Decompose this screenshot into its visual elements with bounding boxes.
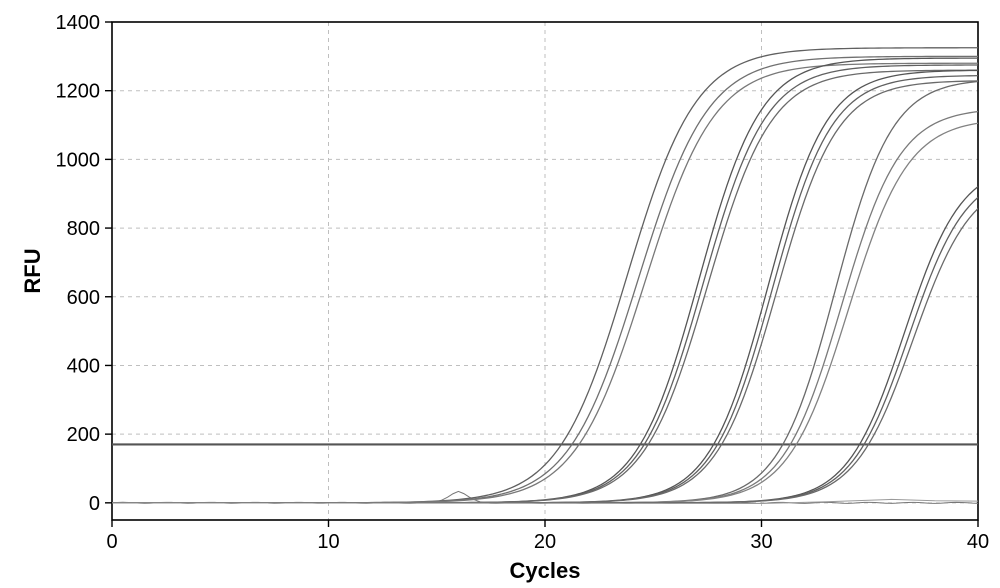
y-tick-label: 800	[67, 218, 100, 240]
qpcr-amplification-chart: 0102030400200400600800100012001400Cycles…	[0, 0, 1000, 588]
y-tick-label: 1000	[56, 149, 101, 171]
x-axis-label: Cycles	[510, 558, 581, 583]
x-tick-label: 30	[750, 531, 772, 553]
y-tick-label: 200	[67, 424, 100, 446]
y-axis-label: RFU	[20, 248, 45, 293]
y-tick-label: 600	[67, 287, 100, 309]
y-tick-label: 1400	[56, 12, 101, 34]
y-tick-label: 0	[89, 493, 100, 515]
x-tick-label: 20	[534, 531, 556, 553]
y-tick-label: 400	[67, 355, 100, 377]
y-tick-label: 1200	[56, 81, 101, 103]
x-tick-label: 0	[106, 531, 117, 553]
x-tick-label: 10	[317, 531, 339, 553]
x-tick-label: 40	[967, 531, 989, 553]
